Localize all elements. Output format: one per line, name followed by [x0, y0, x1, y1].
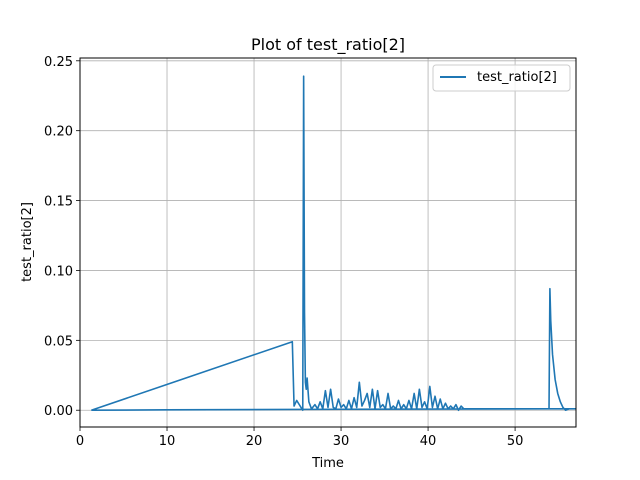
x-tick-label: 50: [507, 434, 524, 449]
x-tick-label: 20: [246, 434, 263, 449]
x-axis-label: Time: [311, 456, 344, 471]
x-tick-label: 40: [420, 434, 437, 449]
plot-frame: [79, 57, 577, 428]
chart-title: Plot of test_ratio[2]: [251, 35, 405, 55]
y-tick-label: 0.20: [44, 125, 73, 140]
x-axis: 0 10 20 30 40 50: [76, 427, 524, 449]
y-tick-label: 0.25: [44, 55, 73, 70]
legend: test_ratio[2]: [432, 64, 571, 92]
y-tick-label: 0.00: [44, 404, 73, 419]
y-axis: 0.00 0.05 0.10 0.15 0.20 0.25: [44, 55, 80, 419]
series-line: [91, 75, 576, 412]
y-tick-label: 0.15: [44, 195, 73, 210]
y-tick-label: 0.10: [44, 264, 73, 279]
x-tick-label: 0: [76, 434, 84, 449]
y-axis-label: test_ratio[2]: [20, 202, 35, 282]
series-layer: [91, 75, 576, 412]
x-tick-label: 30: [333, 434, 350, 449]
legend-label: test_ratio[2]: [477, 70, 557, 85]
grid-lines: [79, 58, 576, 427]
legend-box: [432, 64, 571, 92]
x-tick-label: 10: [159, 434, 176, 449]
y-tick-label: 0.05: [44, 334, 73, 349]
